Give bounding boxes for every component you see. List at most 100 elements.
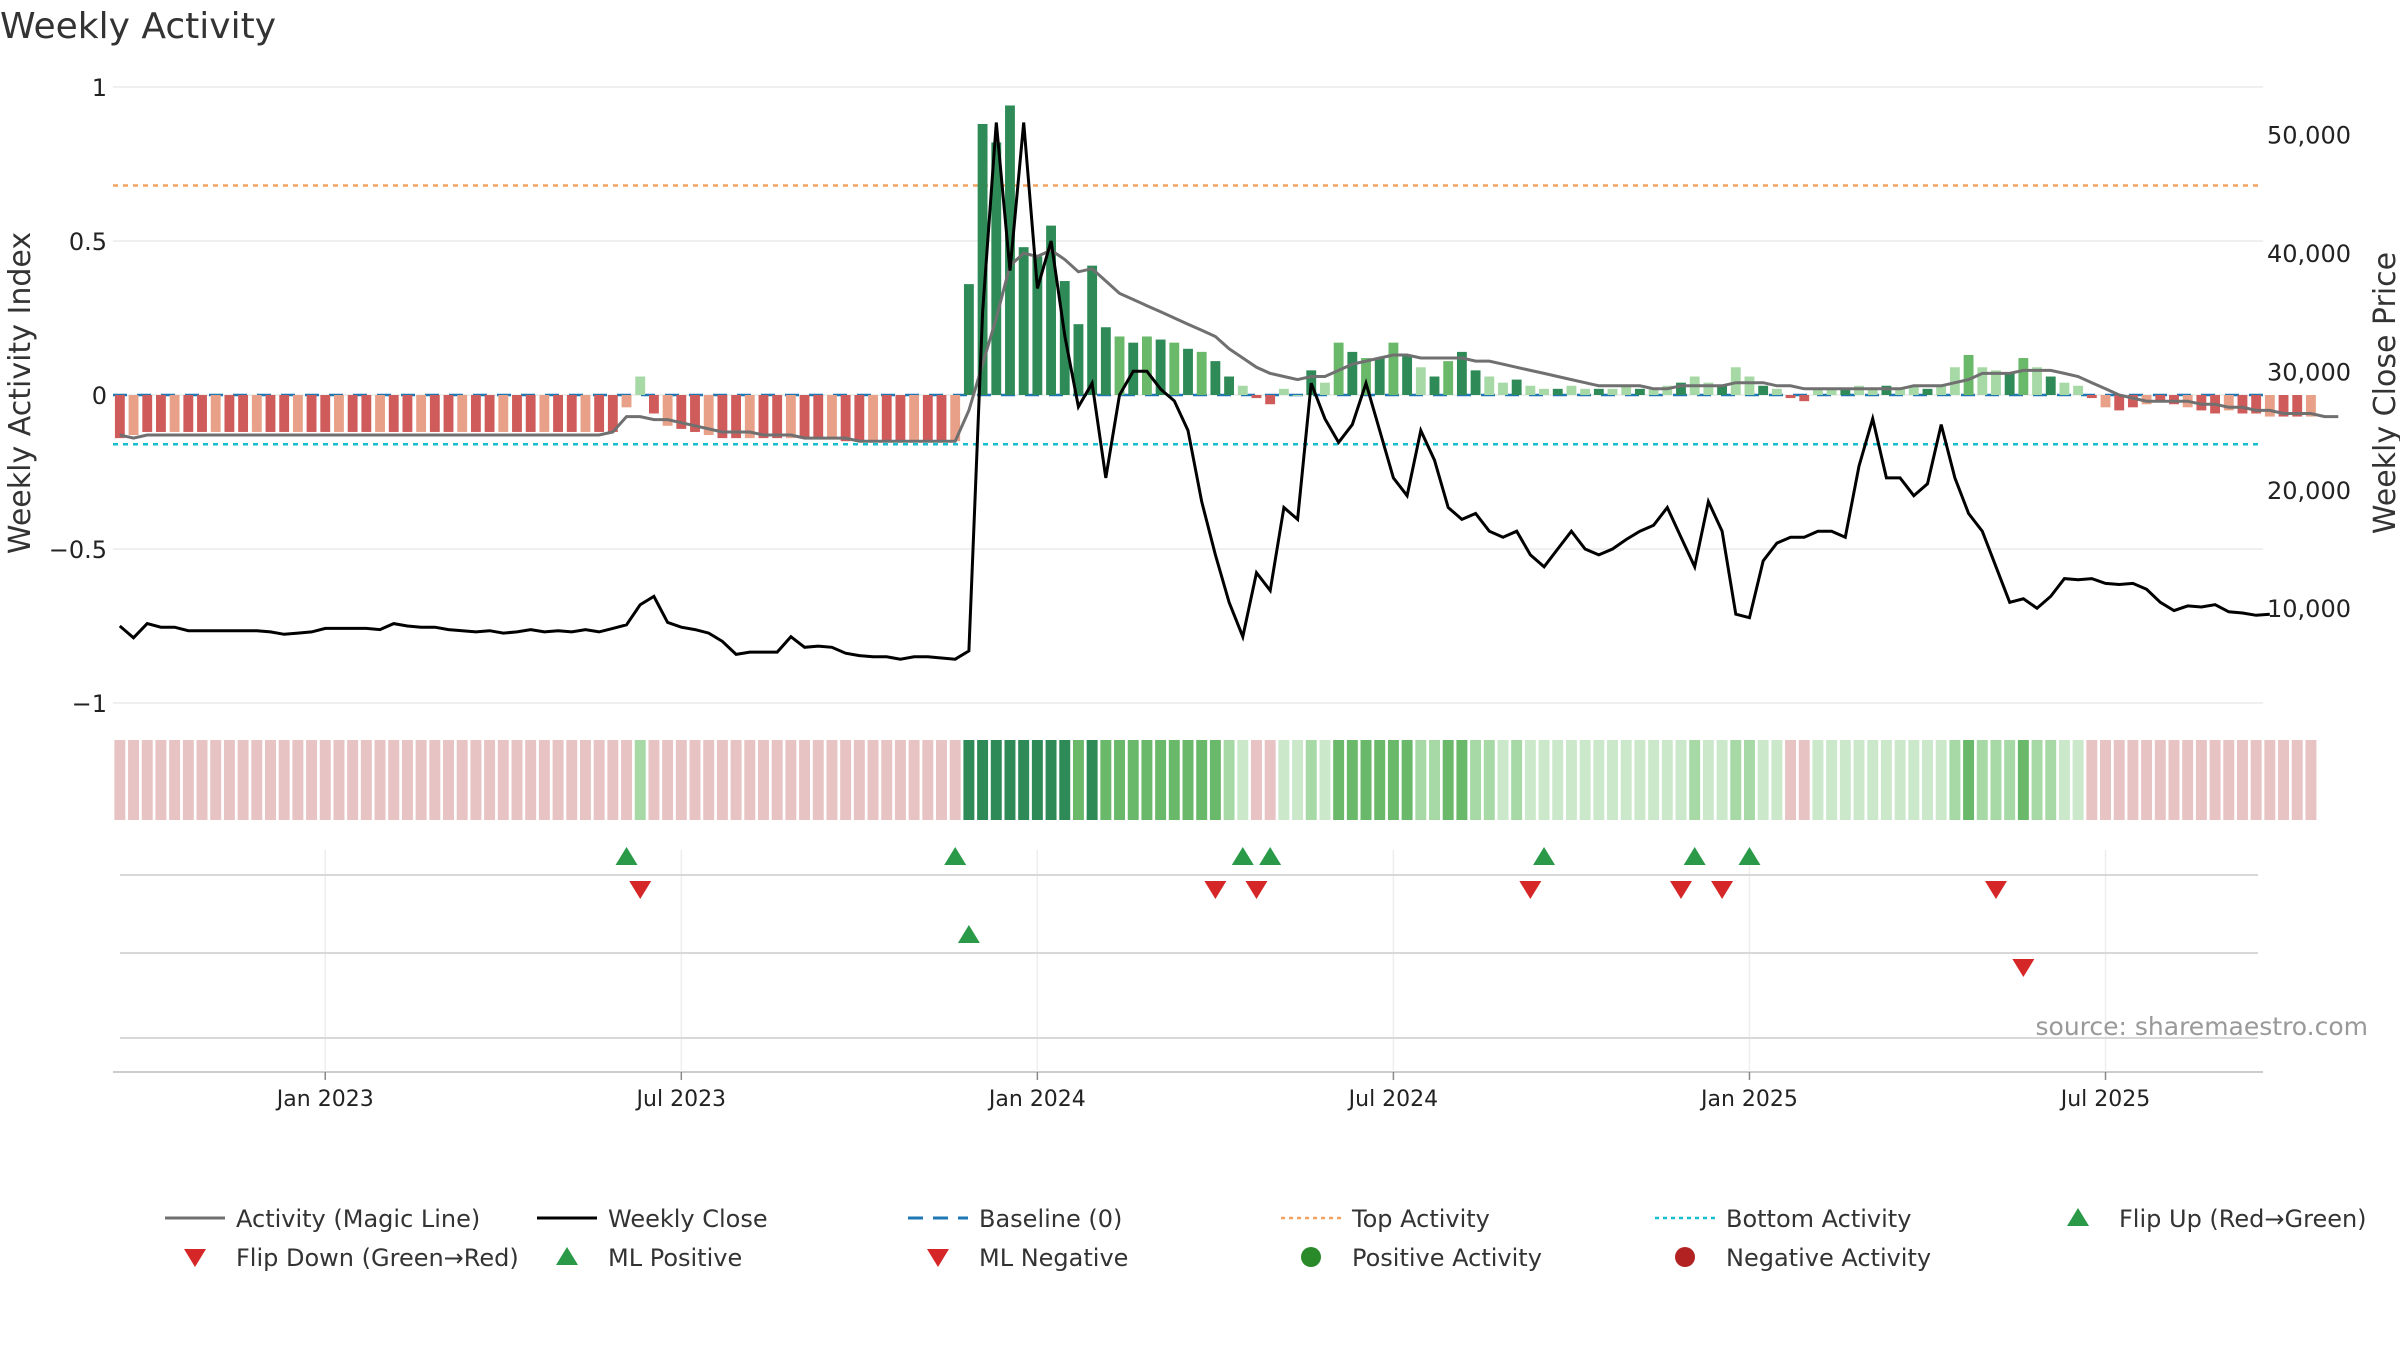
strip-cell-50 [799, 740, 811, 820]
strip-cell-61 [949, 740, 961, 820]
strip-cell-123 [1798, 740, 1810, 820]
activity-bar-76 [1155, 339, 1166, 395]
activity-bars [114, 105, 2316, 442]
strip-cell-56 [881, 740, 893, 820]
strip-cell-105 [1552, 740, 1564, 820]
flip-down-marker-7 [629, 881, 652, 899]
strip-cell-126 [1839, 740, 1851, 820]
right-tick-label-0: 50,000 [2267, 121, 2351, 149]
activity-bar-141 [2045, 376, 2056, 395]
legend-item-0: Activity (Magic Line) [165, 1205, 480, 1233]
strip-cell-158 [2278, 740, 2290, 820]
right-tick-label-4: 10,000 [2267, 595, 2351, 623]
activity-bar-56 [881, 395, 892, 442]
activity-bar-72 [1100, 327, 1111, 395]
strip-cell-91 [1360, 740, 1372, 820]
x-tick-label-3: Jul 2024 [1347, 1087, 1439, 1112]
activity-bar-66 [1018, 247, 1029, 395]
activity-bar-126 [1840, 388, 1851, 395]
activity-bar-155 [2237, 395, 2248, 414]
strip-cell-82 [1237, 740, 1249, 820]
legend-swatch-triangle-up [2067, 1208, 2089, 1226]
right-tick-label-3: 20,000 [2267, 477, 2351, 505]
strip-cell-93 [1387, 740, 1399, 820]
strip-cell-7 [210, 740, 222, 820]
activity-bar-90 [1347, 351, 1358, 395]
y-axis-label-right: Weekly Close Price [2368, 252, 2400, 534]
legend-swatch-circle [1301, 1247, 1321, 1267]
activity-bar-145 [2100, 395, 2111, 408]
x-tick-label-0: Jan 2023 [275, 1087, 374, 1112]
activity-bar-144 [2086, 395, 2097, 399]
strip-cell-1 [128, 740, 140, 820]
strip-cell-6 [196, 740, 208, 820]
strip-cell-146 [2113, 740, 2125, 820]
activity-bar-158 [2278, 395, 2289, 417]
legend-item-4: Bottom Activity [1655, 1205, 1911, 1233]
activity-bar-36 [607, 395, 618, 432]
flip-up-marker-0 [615, 847, 638, 865]
activity-bar-49 [785, 395, 796, 439]
y-axis-label-left: Weekly Activity Index [3, 232, 38, 554]
flip-up-marker-6 [1738, 847, 1761, 865]
strip-cell-94 [1401, 740, 1413, 820]
strip-cell-0 [114, 740, 126, 820]
strip-cell-120 [1757, 740, 1769, 820]
activity-bar-31 [539, 395, 550, 432]
activity-bar-20 [388, 395, 399, 432]
strip-cell-52 [826, 740, 838, 820]
legend-item-2: Baseline (0) [908, 1205, 1122, 1233]
activity-bar-12 [279, 395, 290, 432]
strip-cell-96 [1429, 740, 1440, 820]
legend-item-6: Flip Down (Green→Red) [184, 1244, 519, 1272]
strip-cell-133 [1935, 740, 1947, 820]
activity-bar-81 [1224, 376, 1235, 395]
activity-bar-127 [1854, 385, 1864, 395]
activity-bar-129 [1881, 385, 1892, 395]
strip-cell-142 [2058, 740, 2070, 820]
strip-cell-130 [1894, 740, 1906, 820]
strip-cell-135 [1963, 740, 1975, 820]
flip-up-marker-5 [1683, 847, 1706, 865]
activity-bar-105 [1552, 388, 1563, 395]
activity-bar-159 [2292, 395, 2303, 417]
activity-bar-55 [868, 395, 878, 442]
activity-bar-74 [1128, 342, 1139, 395]
activity-bar-125 [1826, 388, 1837, 395]
activity-bar-79 [1196, 351, 1207, 395]
strip-cell-51 [812, 740, 824, 820]
activity-bar-4 [169, 395, 180, 432]
activity-bar-134 [1949, 367, 1960, 395]
activity-bar-146 [2114, 395, 2125, 411]
legend-item-8: ML Negative [927, 1244, 1128, 1272]
activity-bar-110 [1621, 385, 1632, 395]
strip-cell-19 [374, 740, 386, 820]
activity-bar-111 [1634, 388, 1645, 395]
flip-down-marker-9 [1245, 881, 1268, 899]
x-tick-label-4: Jan 2025 [1699, 1087, 1798, 1112]
strip-cell-118 [1730, 740, 1742, 820]
activity-bar-101 [1498, 382, 1508, 395]
strip-cell-35 [593, 740, 605, 820]
strip-cell-104 [1538, 740, 1550, 820]
strip-cell-89 [1333, 740, 1345, 820]
activity-bar-39 [648, 395, 659, 414]
strip-cell-44 [716, 740, 728, 820]
activity-bar-138 [2004, 373, 2015, 395]
activity-bar-0 [114, 395, 125, 439]
strip-cell-10 [251, 740, 263, 820]
activity-bar-40 [662, 395, 673, 426]
activity-bar-147 [2127, 395, 2138, 408]
activity-bar-35 [594, 395, 605, 432]
activity-bar-15 [320, 395, 331, 432]
strip-cell-107 [1579, 740, 1591, 820]
activity-bar-150 [2169, 395, 2179, 405]
activity-bar-42 [690, 395, 700, 432]
strip-cell-65 [1004, 740, 1016, 820]
legend-label: Flip Down (Green→Red) [236, 1244, 519, 1272]
activity-bar-57 [895, 395, 906, 442]
activity-bar-95 [1415, 367, 1426, 395]
strip-cell-64 [990, 740, 1002, 820]
strip-cell-88 [1319, 740, 1331, 820]
activity-bar-122 [1785, 395, 1796, 399]
